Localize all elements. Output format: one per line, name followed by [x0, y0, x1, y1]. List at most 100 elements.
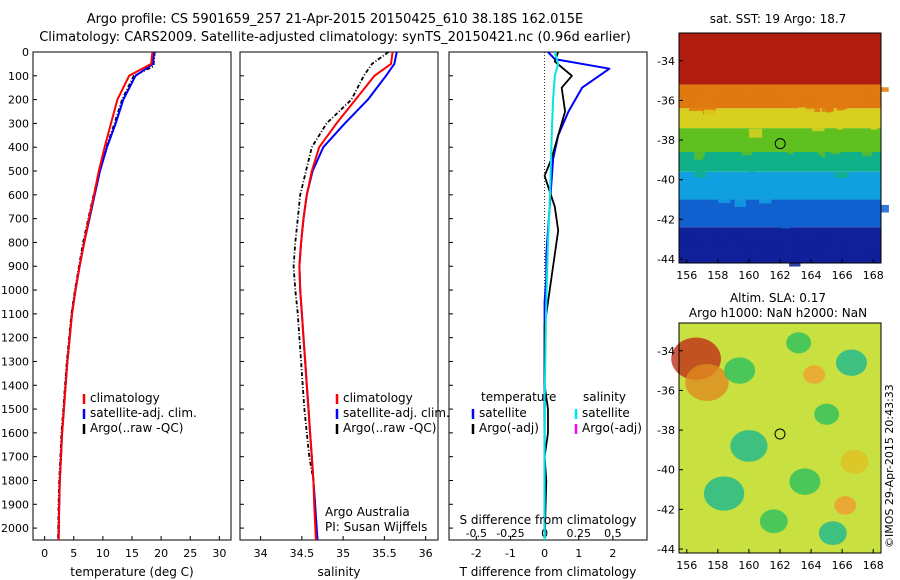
sst-pixel-patch	[828, 136, 843, 147]
latitude-tick-label: -38	[657, 134, 675, 147]
depth-tick-label: 800	[8, 236, 29, 249]
depth-tick-label: 1400	[1, 379, 29, 392]
series-line-climatology	[57, 51, 154, 541]
longitude-tick-label: 158	[707, 269, 728, 282]
sst-pixel-patch	[686, 159, 693, 169]
sst-pixel-patch	[806, 154, 821, 163]
sst-pixel-patch	[792, 208, 806, 219]
sst-pixel-patch	[828, 92, 843, 101]
sst-pixel-patch	[697, 241, 703, 248]
sst-pixel-patch	[815, 91, 829, 99]
longitude-tick-label: 160	[738, 559, 759, 572]
x-tick-label: 1	[575, 547, 582, 560]
sst-pixel-patch	[817, 145, 826, 157]
sla-anomaly-blob	[818, 521, 847, 546]
longitude-tick-label: 164	[801, 269, 822, 282]
x-tick-label: 36	[419, 547, 433, 560]
sst-pixel-patch	[734, 195, 747, 207]
figure-title-line1: Argo profile: CS 5901659_257 21-Apr-2015…	[87, 12, 583, 27]
depth-tick-label: 400	[8, 141, 29, 154]
series-line-climatology	[298, 51, 394, 541]
depth-tick-label: 2000	[1, 522, 29, 535]
sst-pixel-patch	[776, 86, 783, 97]
sla-anomaly-blob	[803, 365, 826, 384]
sst-pixel-patch	[804, 239, 813, 252]
sst-pixel-patch	[762, 245, 775, 256]
sst-pixel-patch	[769, 253, 780, 258]
sst-pixel-patch	[840, 254, 848, 262]
sst-pixel-patch	[744, 243, 755, 252]
depth-tick-label: 300	[8, 117, 29, 130]
sst-pixel-patch	[721, 210, 734, 219]
sst-pixel-patch	[759, 193, 772, 204]
x-tick-label: -2	[471, 547, 482, 560]
sst-pixel-patch	[814, 242, 828, 250]
sst-pixel-patch	[700, 122, 707, 127]
sst-pixel-patch	[740, 253, 752, 264]
sst-pixel-patch	[694, 150, 705, 160]
sst-pixel-patch	[730, 58, 742, 67]
sla-anomaly-blob	[789, 468, 821, 495]
sst-pixel-patch	[833, 219, 846, 225]
sla-anomaly-blob	[730, 430, 768, 462]
x-tick-label: 5	[70, 547, 77, 560]
longitude-tick-label: 168	[863, 269, 884, 282]
sst-map-panel: sat. SST: 19 Argo: 18.7 156 158 160 162 164 1…	[657, 12, 889, 282]
latitude-tick-label: -44	[657, 253, 675, 266]
sst-pixel-patch	[828, 57, 840, 70]
legend-label: Argo(..raw -QC)	[343, 421, 436, 435]
sst-pixel-patch	[787, 143, 794, 154]
sst-pixel-patch	[793, 236, 801, 244]
sst-pixel-patch	[836, 112, 848, 121]
sla-map-panel: Altim. SLA: 0.17 Argo h1000: NaN h2000: …	[657, 291, 884, 572]
depth-tick-label: 200	[8, 94, 29, 107]
series-line-argo-raw-qc-	[57, 51, 156, 541]
temperature-x-label: temperature (deg C)	[70, 565, 193, 579]
legend-label: satellite	[479, 406, 527, 420]
sst-pixel-patch	[789, 255, 801, 267]
pi-name-annotation: PI: Susan Wijffels	[325, 520, 427, 534]
sst-pixel-patch	[785, 92, 791, 105]
sst-pixel-patch	[872, 133, 882, 142]
longitude-tick-label: 158	[707, 559, 728, 572]
latitude-tick-label: -44	[657, 543, 675, 556]
longitude-tick-label: 164	[801, 559, 822, 572]
sst-pixel-patch	[742, 54, 757, 67]
sst-pixel-patch	[684, 141, 697, 152]
sst-pixel-patch	[841, 243, 847, 249]
sst-pixel-patch	[853, 131, 864, 139]
argo-location-marker	[774, 428, 786, 440]
sst-pixel-patch	[760, 52, 770, 57]
sst-pixel-patch	[830, 214, 845, 220]
sst-map-title: sat. SST: 19 Argo: 18.7	[710, 12, 847, 26]
s-difference-label: S difference from climatology	[460, 513, 637, 527]
depth-tick-label: 1900	[1, 498, 29, 511]
sst-pixel-patch	[745, 87, 754, 93]
legend-label: satellite-adj. clim.	[343, 406, 450, 420]
sst-pixel-patch	[725, 113, 739, 119]
sst-pixel-patch	[688, 56, 701, 67]
depth-tick-label: 1000	[1, 284, 29, 297]
temperature-panel: 0100200300400500600700800900100011001200…	[1, 46, 232, 579]
sst-pixel-patch	[767, 159, 779, 171]
sst-pixel-patch	[846, 89, 853, 94]
sst-pixel-patch	[838, 132, 852, 142]
sst-pixel-patch	[848, 91, 861, 101]
x-tick-label: 30	[212, 547, 226, 560]
sla-anomaly-blob	[814, 403, 840, 425]
x-tick-label: 25	[183, 547, 197, 560]
sst-pixel-patch	[709, 136, 717, 143]
depth-tick-label: 1100	[1, 308, 29, 321]
t-difference-label: T difference from climatology	[459, 565, 637, 579]
sst-pixel-patch	[785, 186, 797, 194]
sla-anomaly-blob	[724, 357, 756, 384]
x-tick-label: 34	[254, 547, 268, 560]
sst-pixel-patch	[774, 239, 786, 247]
sst-pixel-patch	[804, 88, 813, 96]
series-line-argo-adj-	[543, 51, 573, 541]
argo-location-marker	[774, 138, 786, 150]
sst-pixel-patch	[834, 172, 849, 179]
legend-label: climatology	[90, 391, 160, 405]
